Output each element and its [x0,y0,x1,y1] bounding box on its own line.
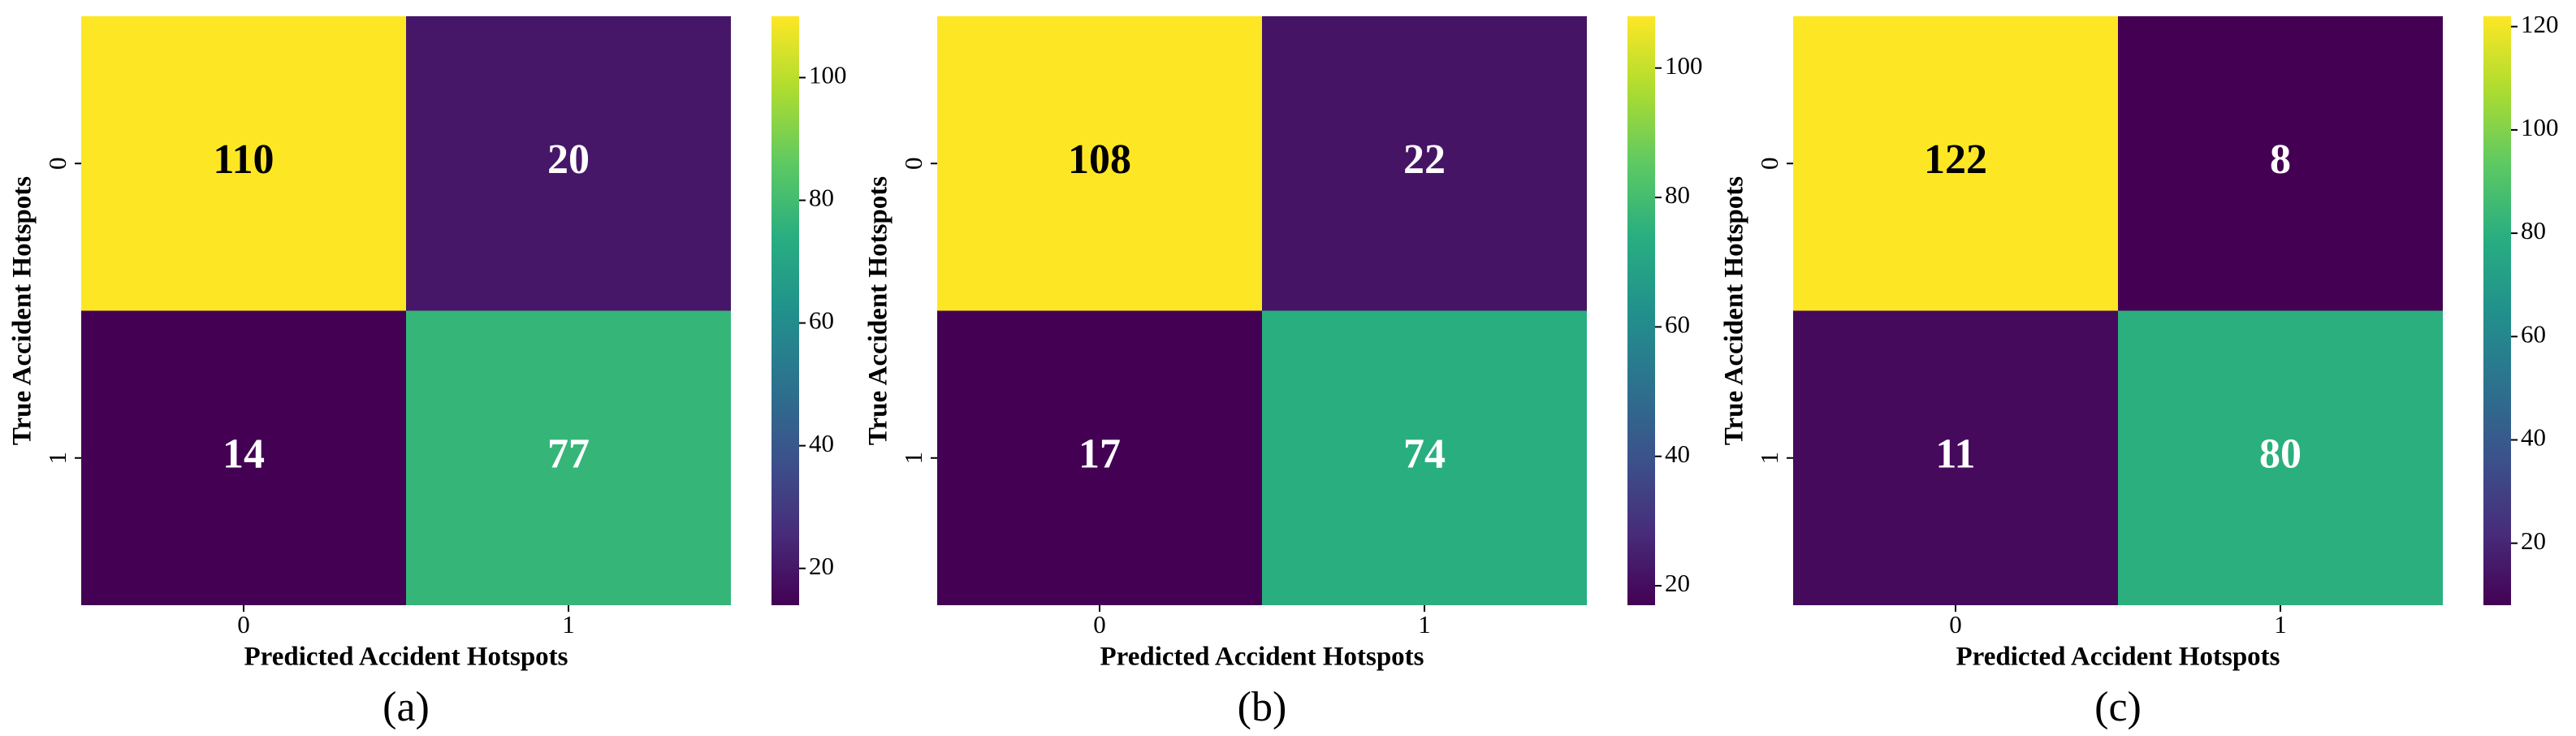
cell-label: 108 [1068,136,1131,183]
colorbar-tick-label: 60 [2521,319,2546,348]
colorbar [1627,16,1655,605]
x-tick-label: 1 [562,610,575,639]
cell-label: 74 [1403,431,1446,478]
colorbar-tick-label: 40 [2521,423,2546,452]
heatmap-cell [81,16,406,311]
heatmap-cell [1262,310,1587,605]
colorbar-tick-label: 80 [1665,180,1690,209]
x-tick-label: 0 [1949,610,1962,639]
heatmap-cell [1262,16,1587,311]
cell-label: 14 [223,431,265,478]
cell-label: 8 [2270,136,2291,183]
colorbar-tick-label: 40 [809,429,834,457]
x-axis-label: Predicted Accident Hotspots [1100,643,1424,672]
cell-label: 11 [1935,431,1975,478]
colorbar-tick-label: 100 [1665,51,1703,80]
x-tick-label: 0 [237,610,250,639]
colorbar-tick-label: 20 [809,552,834,580]
colorbar [772,16,799,605]
cell-label: 22 [1403,136,1446,183]
cell-label: 20 [547,136,590,183]
y-axis-label: True Accident Hotspots [8,176,37,445]
heatmap-cell [81,310,406,605]
heatmap-cell [1793,310,2118,605]
x-tick-label: 1 [1418,610,1431,639]
y-tick-label: 0 [43,158,71,171]
y-tick-label: 0 [1755,158,1783,171]
heatmap-cell [2118,16,2443,311]
heatmap-cell [1793,16,2118,311]
x-tick-label: 0 [1093,610,1106,639]
heatmap-cell [2118,310,2443,605]
colorbar-tick-label: 40 [1665,439,1690,468]
x-axis-label: Predicted Accident Hotspots [1956,643,2280,672]
y-tick-label: 0 [899,158,927,171]
y-axis-label: True Accident Hotspots [1720,176,1749,445]
caption: (c) [2094,684,2142,730]
cell-label: 17 [1078,431,1121,478]
heatmap-cell [937,310,1262,605]
y-axis-label: True Accident Hotspots [864,176,893,445]
caption: (b) [1238,684,1287,730]
y-tick-label: 1 [899,452,927,465]
colorbar-tick-label: 120 [2521,10,2559,38]
colorbar-tick-label: 20 [2521,526,2546,555]
colorbar-tick-label: 80 [2521,216,2546,245]
colorbar-tick-label: 60 [1665,310,1690,339]
colorbar-tick-label: 20 [1665,569,1690,597]
cell-label: 77 [547,431,590,478]
x-axis-label: Predicted Accident Hotspots [244,643,568,672]
cell-label: 110 [213,136,274,183]
colorbar-tick-label: 60 [809,306,834,335]
heatmap-cell [406,310,731,605]
caption: (a) [383,684,430,730]
colorbar [2483,16,2511,605]
heatmap-cell [937,16,1262,311]
cell-label: 122 [1924,136,1987,183]
cell-label: 80 [2259,431,2302,478]
colorbar-tick-label: 80 [809,184,834,212]
colorbar-tick-label: 100 [809,61,847,89]
y-tick-label: 1 [43,452,71,465]
y-tick-label: 1 [1755,452,1783,465]
heatmap-cell [406,16,731,311]
colorbar-tick-label: 100 [2521,113,2559,141]
x-tick-label: 1 [2274,610,2287,639]
